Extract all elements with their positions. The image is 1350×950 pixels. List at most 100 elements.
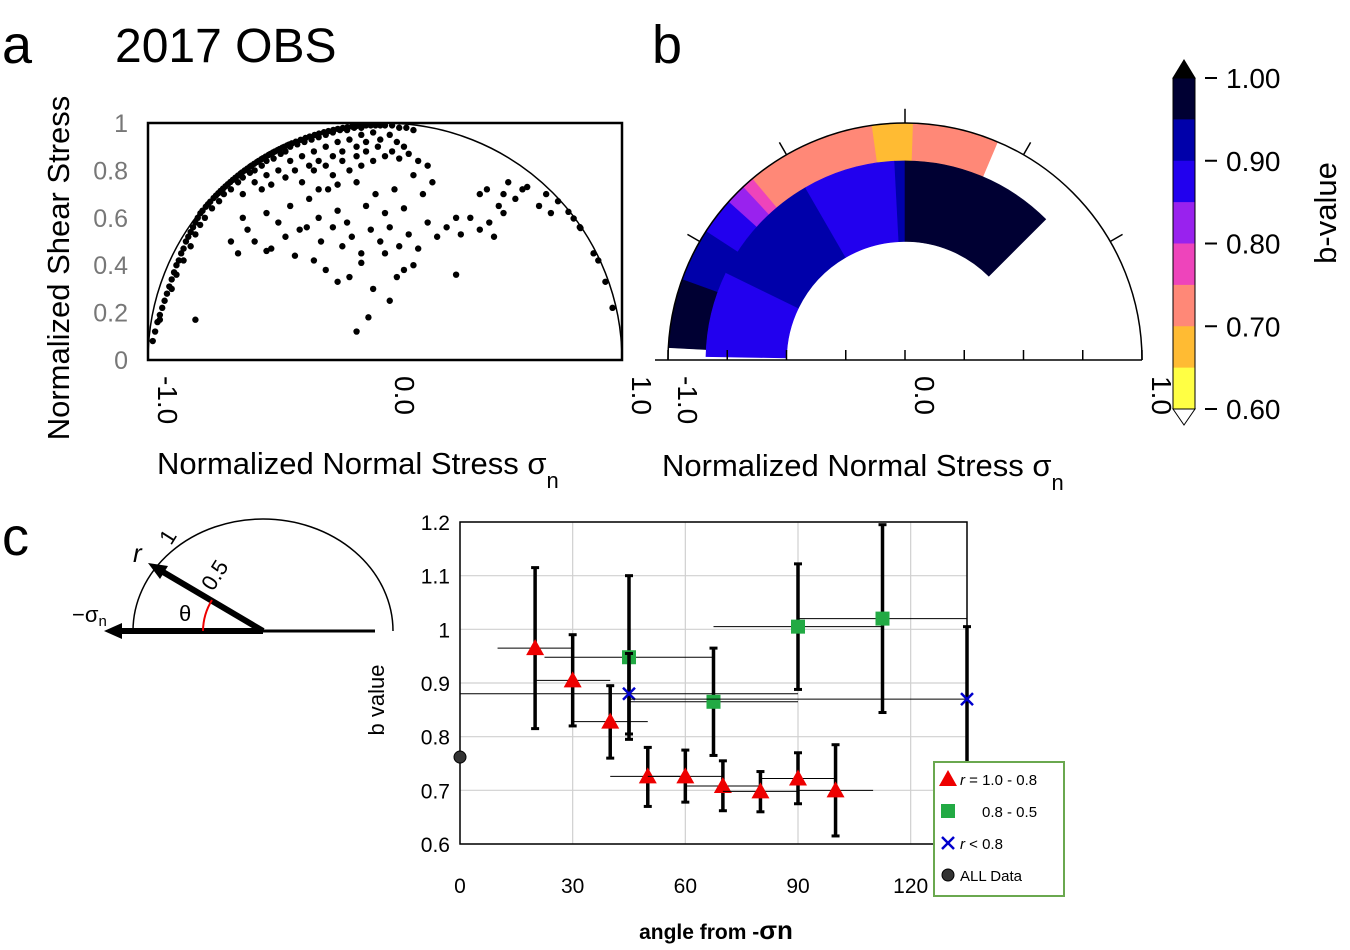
inset-sigma-sub: n [98,613,106,630]
panel-a-point [602,278,609,285]
inset-theta-label: θ [179,601,191,626]
panel-a-point [346,136,353,143]
panel-a-point [215,198,223,205]
panel-b-sector [904,160,1047,277]
panel-a-point [369,129,377,136]
panel-a-point [329,129,337,136]
legend-marker [941,868,955,882]
legend-label: r = 1.0 - 0.8 [960,772,1037,789]
legend-marker-stroke [941,836,955,850]
panel-a-point [353,143,360,150]
panel-a-point [429,179,436,186]
panel-a-point [239,174,246,181]
panel-a-point [201,214,209,221]
panel-a-point [348,233,356,240]
panel-a-point [388,148,396,155]
panel-c-marker [676,767,695,784]
panel-c-marker [526,639,545,656]
panel-a-point [329,152,337,160]
panel-a-point [443,224,450,231]
panel-a-point [239,190,246,198]
panel-a-point [263,171,270,179]
panel-c-series-cross [460,625,974,774]
colorbar-tick-label: 0.60 [1226,394,1281,425]
panel-c-x-ticks: 0 30 60 90 120 [454,875,928,898]
panel-a-point [282,233,289,240]
colorbar-tick-label: 0.80 [1226,229,1281,260]
panel-a-point [339,148,346,155]
panel-a-point [291,252,299,259]
panel-c-marker [638,767,657,784]
panel-a-point [410,126,417,134]
colorbar-top-arrow [1172,59,1196,79]
panel-a-point [362,138,370,146]
panel-b-xtick-label: 0.0 [909,376,940,415]
panel-b-x-ticks: -1.0 0.0 1.0 [672,376,1177,424]
panel-a-point [192,231,199,238]
panel-a-point [410,262,417,269]
panel-c-xtick-label: 30 [561,875,584,898]
panel-a-point [358,124,365,131]
colorbar-segment [1173,284,1195,327]
panel-a-point [246,169,254,176]
panel-a-point [315,134,322,141]
panel-c-letter: c [2,507,29,567]
panel-a-point [353,152,360,160]
panel-b-xlabel-main: Normalized Normal Stress σ [662,448,1052,483]
panel-a-ytick-label: 1 [114,110,128,138]
panel-c-legend: r = 1.0 - 0.8 0.8 - 0.5 r < 0.8 ALL Data [939,770,1037,885]
panel-a-point [358,250,365,257]
panel-c-marker [789,769,807,786]
panel-c-marker [875,611,890,626]
colorbar-segment [1173,367,1195,410]
panel-a-point [595,257,602,264]
panel-a-point [251,167,258,174]
panel-b-angle-tick [1022,142,1032,156]
panel-a-point [400,266,408,274]
panel-a-point [554,198,562,205]
panel-a-point [372,190,379,198]
panel-a-xlabel-sub: n [547,468,559,493]
panel-a-point [403,124,410,131]
panel-a-point [377,136,384,143]
panel-b-heatmap [668,122,1047,359]
panel-a-point [322,266,329,274]
panel-a-point [159,304,166,312]
inset-half-label: 0.5 [196,555,233,594]
panel-a-point [310,148,318,155]
panel-c-xtick-label: 120 [893,875,928,898]
panel-a-point [367,122,374,129]
inset-sigma-main: −σ [72,602,99,627]
panel-a-point [381,209,389,217]
panel-a-point [391,186,398,193]
panel-a-point [187,228,194,236]
panel-b-letter: b [652,15,682,75]
panel-a-point [239,214,246,221]
panel-a-point [234,250,242,257]
panel-a-point [244,226,251,233]
panel-a-point [334,138,341,146]
panel-a-point [287,202,294,210]
panel-a-point [542,190,550,198]
inset-half-circle [132,518,394,632]
legend-label-italic: r [960,772,966,789]
panel-a-letter: a [2,15,33,75]
panel-a-point [590,250,597,257]
panel-b-angle-tick [778,142,788,156]
panel-a-point [358,259,365,267]
panel-a-point [263,157,270,165]
panel-a-point [386,297,393,304]
panel-a-point [381,152,389,160]
legend-label-text: ALL Data [960,868,1023,885]
panel-a-point [433,233,441,240]
panel-a-point [388,122,396,129]
panel-c-xlabel: angle from -σn [639,915,793,945]
panel-a-point [263,247,270,255]
panel-a-point [339,243,346,250]
panel-c-marker-stroke [960,692,974,706]
panel-a-point [396,155,403,162]
panel-a-point [486,219,493,226]
legend-label-text: = 1.0 - 0.8 [965,772,1037,789]
panel-a-point [524,183,531,191]
panel-a-point [483,186,491,193]
